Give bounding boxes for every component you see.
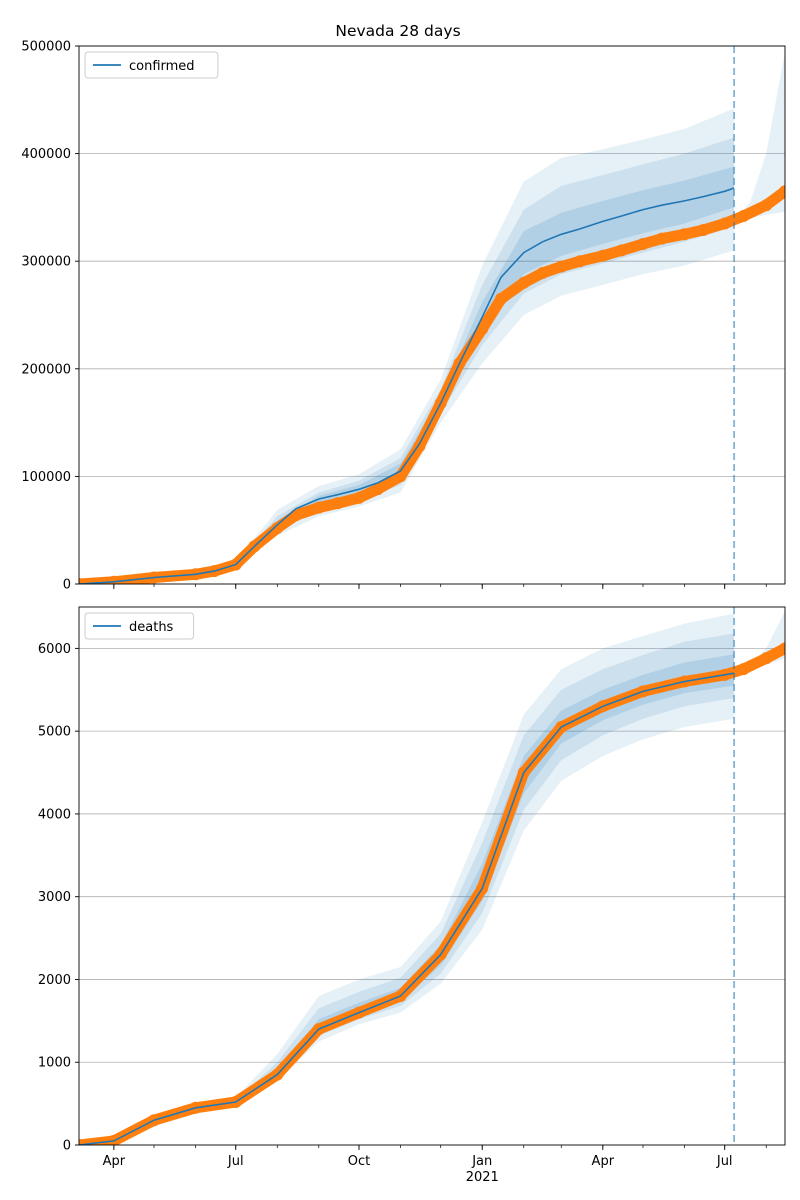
observed-point: [596, 249, 609, 262]
y-tick-label: 5000: [38, 725, 71, 740]
observed-point: [331, 497, 344, 510]
observed-point: [79, 578, 85, 584]
observed-point: [779, 642, 785, 655]
legend-box: [84, 612, 195, 640]
y-tick-label: 500000: [21, 40, 71, 55]
observed-point: [737, 663, 750, 676]
observed-point: [678, 228, 691, 241]
band-inner: [195, 166, 735, 575]
observed-point: [353, 491, 365, 504]
axes-frame: [78, 606, 786, 1146]
x-year-label: 2021: [466, 1170, 499, 1185]
legend-box: [84, 51, 219, 79]
y-tick-label: 2000: [38, 973, 71, 988]
y-tick-label: 100000: [21, 470, 71, 485]
y-tick-label: 1000: [38, 1056, 71, 1071]
observed-point: [697, 224, 710, 236]
observed-point: [737, 210, 750, 222]
x-tick-label: Oct: [348, 1154, 370, 1169]
band-outer: [195, 108, 735, 576]
observed-point: [637, 238, 649, 250]
observed-point: [555, 260, 568, 273]
x-tick-label: Jul: [716, 1154, 733, 1169]
observed-point: [271, 522, 284, 534]
observed-point: [574, 255, 586, 268]
observed-point: [476, 323, 489, 335]
y-tick-label: 6000: [38, 642, 71, 657]
figure-title: Nevada 28 days: [335, 22, 460, 40]
x-tick-label: Jan: [471, 1154, 492, 1169]
model-median-line: [79, 187, 735, 584]
y-tick-label: 200000: [21, 362, 71, 377]
y-tick-label: 400000: [21, 147, 71, 162]
observed-point: [536, 267, 549, 279]
legend-label: confirmed: [129, 59, 195, 74]
axes-frame: [78, 45, 786, 585]
x-tick-label: Apr: [103, 1154, 126, 1169]
y-tick-label: 0: [63, 578, 71, 593]
x-tick-label: Apr: [592, 1154, 615, 1169]
observed-point: [718, 217, 731, 230]
confirmed-panel: 0 100000 200000 300000 400000 500000 confirmed: [21, 40, 786, 593]
observed-point: [79, 1139, 85, 1145]
observed-point: [312, 501, 325, 514]
y-tick-label: 0: [63, 1139, 71, 1154]
legend-label: deaths: [129, 620, 174, 635]
deaths-panel: 0 1000 2000 3000 4000 5000 6000 Apr Jul Oct Jan Apr…: [38, 606, 786, 1185]
model-median-line: [79, 672, 735, 1145]
observed-point: [495, 292, 507, 305]
y-tick-label: 3000: [38, 890, 71, 905]
band-observed-forecast: [734, 51, 785, 222]
observed-point: [517, 276, 530, 289]
observed-point: [760, 652, 773, 665]
legend: confirmed: [84, 51, 219, 79]
band-outer: [195, 613, 735, 1110]
observed-point: [394, 470, 407, 483]
y-tick-label: 4000: [38, 807, 71, 822]
observed-point: [760, 199, 773, 212]
observed-point: [615, 244, 628, 257]
observed-point: [655, 232, 668, 245]
observed-point: [371, 483, 384, 496]
x-tick-label: Jul: [227, 1154, 244, 1169]
observed-point: [107, 1134, 120, 1145]
legend: deaths: [84, 612, 195, 640]
observed-point: [290, 509, 302, 522]
y-tick-label: 300000: [21, 255, 71, 270]
observed-point: [779, 185, 785, 198]
